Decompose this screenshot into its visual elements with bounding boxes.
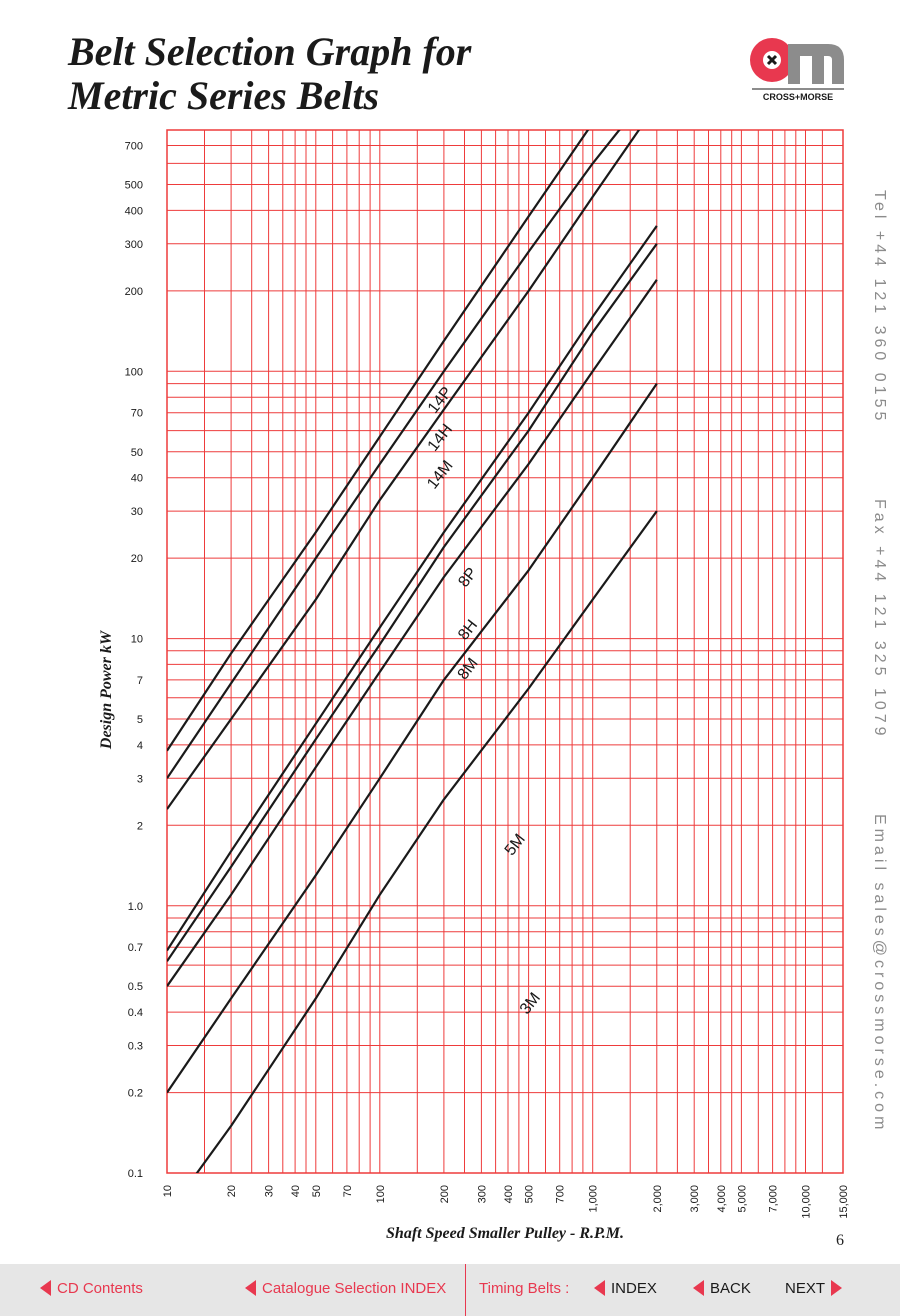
- x-tick-label: 700: [555, 1185, 567, 1203]
- y-tick-label: 300: [125, 239, 143, 251]
- belt-selection-chart: 10 20 30 40 50 70 100 200 300 400 500 700 1,000 2,000…: [98, 129, 850, 1242]
- y-tick-label: 20: [131, 553, 143, 565]
- series-line-8m: [167, 279, 658, 987]
- cross-morse-logo: CROSS+MORSE: [750, 38, 844, 102]
- x-tick-label: 40: [290, 1185, 302, 1197]
- series-line-3m: [195, 510, 658, 1173]
- x-tick-label: 100: [375, 1185, 387, 1203]
- arrow-left-icon: [40, 1280, 51, 1296]
- contact-email: Email sales@crossmorse.com: [871, 813, 888, 1134]
- y-tick-label: 10: [131, 634, 143, 646]
- footer-divider: [465, 1264, 466, 1316]
- y-tick-label: 4: [137, 740, 143, 752]
- contact-details: Tel +44 121 360 0155 Fax +44 121 325 107…: [864, 190, 888, 1180]
- y-tick-label: 50: [131, 447, 143, 459]
- x-tick-label: 10,000: [801, 1185, 813, 1219]
- x-tick-label: 400: [503, 1185, 515, 1203]
- x-tick-label: 200: [439, 1185, 451, 1203]
- x-tick-label: 50: [311, 1185, 323, 1197]
- contact-tel: Tel +44 121 360 0155: [871, 190, 888, 425]
- plot-frame: [166, 129, 844, 1174]
- page-title: Belt Selection Graph for Metric Series B…: [68, 30, 471, 118]
- series-line-5m: [167, 382, 658, 1094]
- arrow-right-icon: [831, 1280, 843, 1296]
- contact-fax: Fax +44 121 325 1079: [871, 498, 888, 740]
- arrow-left-icon: [693, 1280, 704, 1296]
- back-label: BACK: [710, 1280, 751, 1297]
- title-line-2: Metric Series Belts: [68, 73, 380, 118]
- series-label-14m: 14M: [424, 457, 457, 492]
- x-tick-label: 10: [162, 1185, 174, 1197]
- x-tick-label: 4,000: [716, 1185, 728, 1213]
- y-tick-label: 200: [125, 286, 143, 298]
- y-tick-label: 1.0: [128, 901, 143, 913]
- footer-nav: CD Contents Catalogue Selection INDEX Ti…: [0, 1264, 900, 1316]
- page-number: 6: [836, 1232, 844, 1249]
- y-tick-label: 100: [125, 366, 143, 378]
- series-line-14m: [167, 130, 641, 810]
- series-label-14h: 14H: [425, 421, 456, 455]
- back-link[interactable]: BACK: [693, 1280, 751, 1297]
- y-tick-label: 500: [125, 180, 143, 192]
- y-tick-label: 0.2: [128, 1088, 143, 1100]
- series-label-8p: 8P: [455, 565, 480, 591]
- chart-series: [167, 130, 658, 1173]
- series-line-8h: [167, 243, 658, 962]
- y-tick-label: 0.4: [128, 1007, 143, 1019]
- title-line-1: Belt Selection Graph for: [68, 29, 472, 74]
- x-tick-label: 1,000: [588, 1185, 600, 1213]
- x-tick-label: 30: [264, 1185, 276, 1197]
- series-label-5m: 5M: [502, 831, 529, 859]
- x-tick-label: 7,000: [768, 1185, 780, 1213]
- x-tick-label: 2,000: [652, 1185, 664, 1213]
- series-line-8p: [167, 225, 658, 952]
- x-tick-label: 300: [476, 1185, 488, 1203]
- index-link[interactable]: INDEX: [594, 1280, 657, 1297]
- x-tick-labels: 10 20 30 40 50 70 100 200 300 400 500 700 1,000 2,000…: [162, 1185, 850, 1219]
- x-tick-label: 15,000: [838, 1185, 850, 1219]
- y-tick-label: 0.1: [128, 1168, 143, 1180]
- x-tick-label: 70: [342, 1185, 354, 1197]
- arrow-left-icon: [594, 1280, 605, 1296]
- y-tick-label: 2: [137, 820, 143, 832]
- series-line-14p: [167, 130, 590, 752]
- x-tick-label: 20: [226, 1185, 238, 1197]
- y-tick-label: 3: [137, 773, 143, 785]
- index-label: INDEX: [611, 1280, 657, 1297]
- series-label-3m: 3M: [517, 990, 544, 1018]
- y-tick-label: 0.5: [128, 981, 143, 993]
- next-label: NEXT: [785, 1280, 826, 1297]
- cd-contents-label: CD Contents: [57, 1280, 143, 1297]
- section-label: Timing Belts :: [479, 1280, 570, 1297]
- y-tick-label: 70: [131, 408, 143, 420]
- y-tick-label: 0.3: [128, 1041, 143, 1053]
- x-tick-label: 5,000: [736, 1185, 748, 1213]
- arrow-left-icon: [245, 1280, 256, 1296]
- y-tick-labels: 0.1 0.2 0.3 0.4 0.5 0.7 1.0 2 3 4 5 7 10 20 30 40 50 70 10…: [125, 141, 143, 1181]
- next-link[interactable]: NEXT: [785, 1280, 843, 1297]
- y-tick-label: 30: [131, 506, 143, 518]
- catalogue-index-label: Catalogue Selection INDEX: [262, 1280, 447, 1297]
- logo-text: CROSS+MORSE: [763, 92, 833, 102]
- catalogue-index-link[interactable]: Catalogue Selection INDEX: [245, 1280, 446, 1297]
- y-tick-label: 40: [131, 473, 143, 485]
- x-axis-label: Shaft Speed Smaller Pulley - R.P.M.: [386, 1225, 624, 1242]
- x-tick-label: 500: [524, 1185, 536, 1203]
- cd-contents-link[interactable]: CD Contents: [40, 1280, 143, 1297]
- y-tick-label: 5: [137, 714, 143, 726]
- y-tick-label: 0.7: [128, 942, 143, 954]
- y-tick-label: 400: [125, 205, 143, 217]
- series-line-14h: [167, 130, 621, 779]
- y-tick-label: 7: [137, 675, 143, 687]
- series-label-8h: 8H: [455, 617, 481, 644]
- y-tick-label: 700: [125, 141, 143, 153]
- y-axis-label: Design Power kW: [98, 629, 115, 750]
- x-tick-label: 3,000: [689, 1185, 701, 1213]
